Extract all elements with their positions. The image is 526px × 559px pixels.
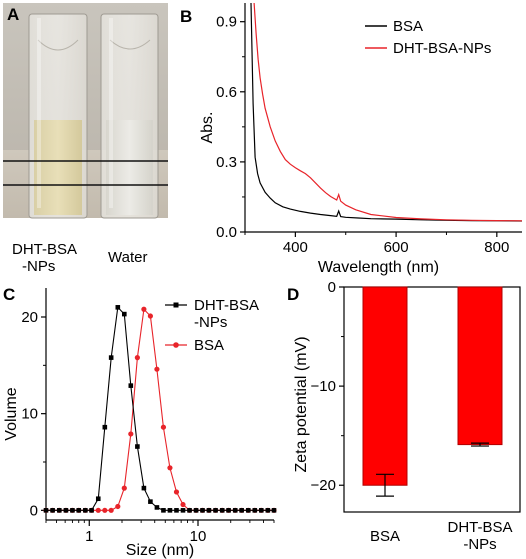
- data-point: [252, 508, 258, 513]
- y-axis-title: Abs.: [199, 111, 216, 143]
- data-point: [83, 508, 88, 513]
- y-axis-title: Zeta potential (mV): [293, 336, 310, 472]
- cuvette-label-line1: DHT-BSA: [12, 241, 77, 258]
- data-point: [134, 355, 140, 361]
- data-point: [128, 383, 134, 388]
- data-point: [63, 508, 69, 513]
- bar: [457, 286, 503, 446]
- legend-label: BSA: [393, 18, 423, 35]
- x-tick-label: 600: [384, 239, 409, 256]
- y-tick-label: 10: [21, 406, 38, 423]
- bar: [362, 286, 408, 486]
- x-axis-title: Wavelength (nm): [318, 259, 439, 276]
- data-point: [180, 501, 186, 508]
- data-point: [271, 508, 277, 513]
- category-label: BSA: [370, 528, 400, 545]
- data-point: [245, 508, 251, 513]
- legend-marker: [173, 342, 179, 348]
- y-tick-label: 0.0: [216, 224, 237, 241]
- data-point: [121, 485, 127, 491]
- panel-a: A DHT-BSA -NPs Water: [3, 3, 168, 275]
- x-tick-label: 10: [190, 528, 207, 545]
- y-tick-label: −20: [311, 477, 336, 494]
- plot-frame: [343, 286, 521, 513]
- legend-label: DHT-BSA-NPs: [393, 40, 491, 57]
- y-tick-label: −10: [311, 378, 336, 395]
- data-point: [174, 508, 179, 513]
- y-axis-title: Volume: [3, 387, 20, 440]
- data-point: [213, 508, 218, 513]
- data-point: [108, 355, 114, 360]
- panel-c-letter: C: [3, 285, 15, 304]
- data-point: [102, 507, 108, 513]
- data-point: [115, 503, 121, 510]
- data-point: [70, 508, 75, 513]
- data-point: [161, 508, 166, 513]
- y-tick-label: 20: [21, 309, 38, 326]
- data-point: [108, 507, 114, 513]
- data-point: [180, 508, 186, 513]
- data-point: [167, 465, 173, 471]
- y-tick-label: 0: [328, 279, 336, 296]
- chart-uv-vis: 0.0 0.3 0.6 0.9 400 600 800 Wavelength (nm) Abs.…: [199, 3, 522, 276]
- category-label: DHT-BSA -NPs: [447, 519, 512, 553]
- data-point: [219, 508, 225, 513]
- y-tick-label: 0: [30, 502, 38, 519]
- panel-b-letter: B: [180, 7, 192, 26]
- data-point: [200, 508, 205, 513]
- data-point: [115, 305, 121, 310]
- panel-a-letter: A: [7, 5, 19, 24]
- data-point: [160, 424, 167, 430]
- data-point: [128, 431, 134, 437]
- data-point: [95, 507, 101, 513]
- cuvette-photo: [3, 3, 168, 219]
- data-point: [95, 496, 101, 502]
- data-point: [148, 499, 153, 504]
- y-tick-label: 0.6: [216, 84, 237, 101]
- series-line: [46, 306, 274, 511]
- data-point: [239, 508, 244, 513]
- data-point: [187, 508, 192, 513]
- data-point: [154, 505, 160, 510]
- series-line-bsa: [250, 3, 522, 222]
- data-point: [226, 508, 231, 513]
- x-tick-label: 400: [283, 239, 308, 256]
- y-tick-label: 0.9: [216, 14, 237, 31]
- data-point: [76, 508, 82, 513]
- data-point: [141, 485, 147, 491]
- data-point: [258, 508, 264, 513]
- data-point: [50, 508, 55, 513]
- data-point: [102, 424, 108, 430]
- series-line: [46, 308, 274, 511]
- data-point: [167, 508, 173, 513]
- panel-d-letter: D: [287, 285, 299, 304]
- data-point: [147, 313, 154, 319]
- x-tick-label: 1: [85, 528, 93, 545]
- legend-label: BSA: [194, 337, 224, 354]
- data-point: [173, 489, 180, 495]
- x-tick-label: 800: [484, 239, 509, 256]
- data-point: [265, 508, 271, 513]
- legend-marker: [173, 302, 179, 308]
- data-point: [193, 508, 199, 513]
- data-point: [141, 306, 147, 312]
- x-axis-title: Size (nm): [126, 542, 194, 559]
- data-point: [56, 508, 62, 513]
- y-tick-label: 0.3: [216, 154, 237, 171]
- cuvette-label-line2: -NPs: [22, 258, 55, 275]
- data-point: [43, 508, 49, 513]
- cuvette-label-water: Water: [108, 249, 147, 266]
- data-point: [89, 508, 94, 513]
- legend-label: DHT-BSA-NPs: [194, 297, 259, 331]
- cuvette-label-dht-bsa-nps: DHT-BSA -NPs: [12, 241, 80, 275]
- data-point: [206, 508, 212, 513]
- data-point: [232, 508, 238, 513]
- series-line-dht-bsa-nps: [253, 3, 522, 222]
- data-point: [135, 444, 140, 449]
- data-point: [154, 366, 160, 372]
- data-point: [122, 311, 127, 317]
